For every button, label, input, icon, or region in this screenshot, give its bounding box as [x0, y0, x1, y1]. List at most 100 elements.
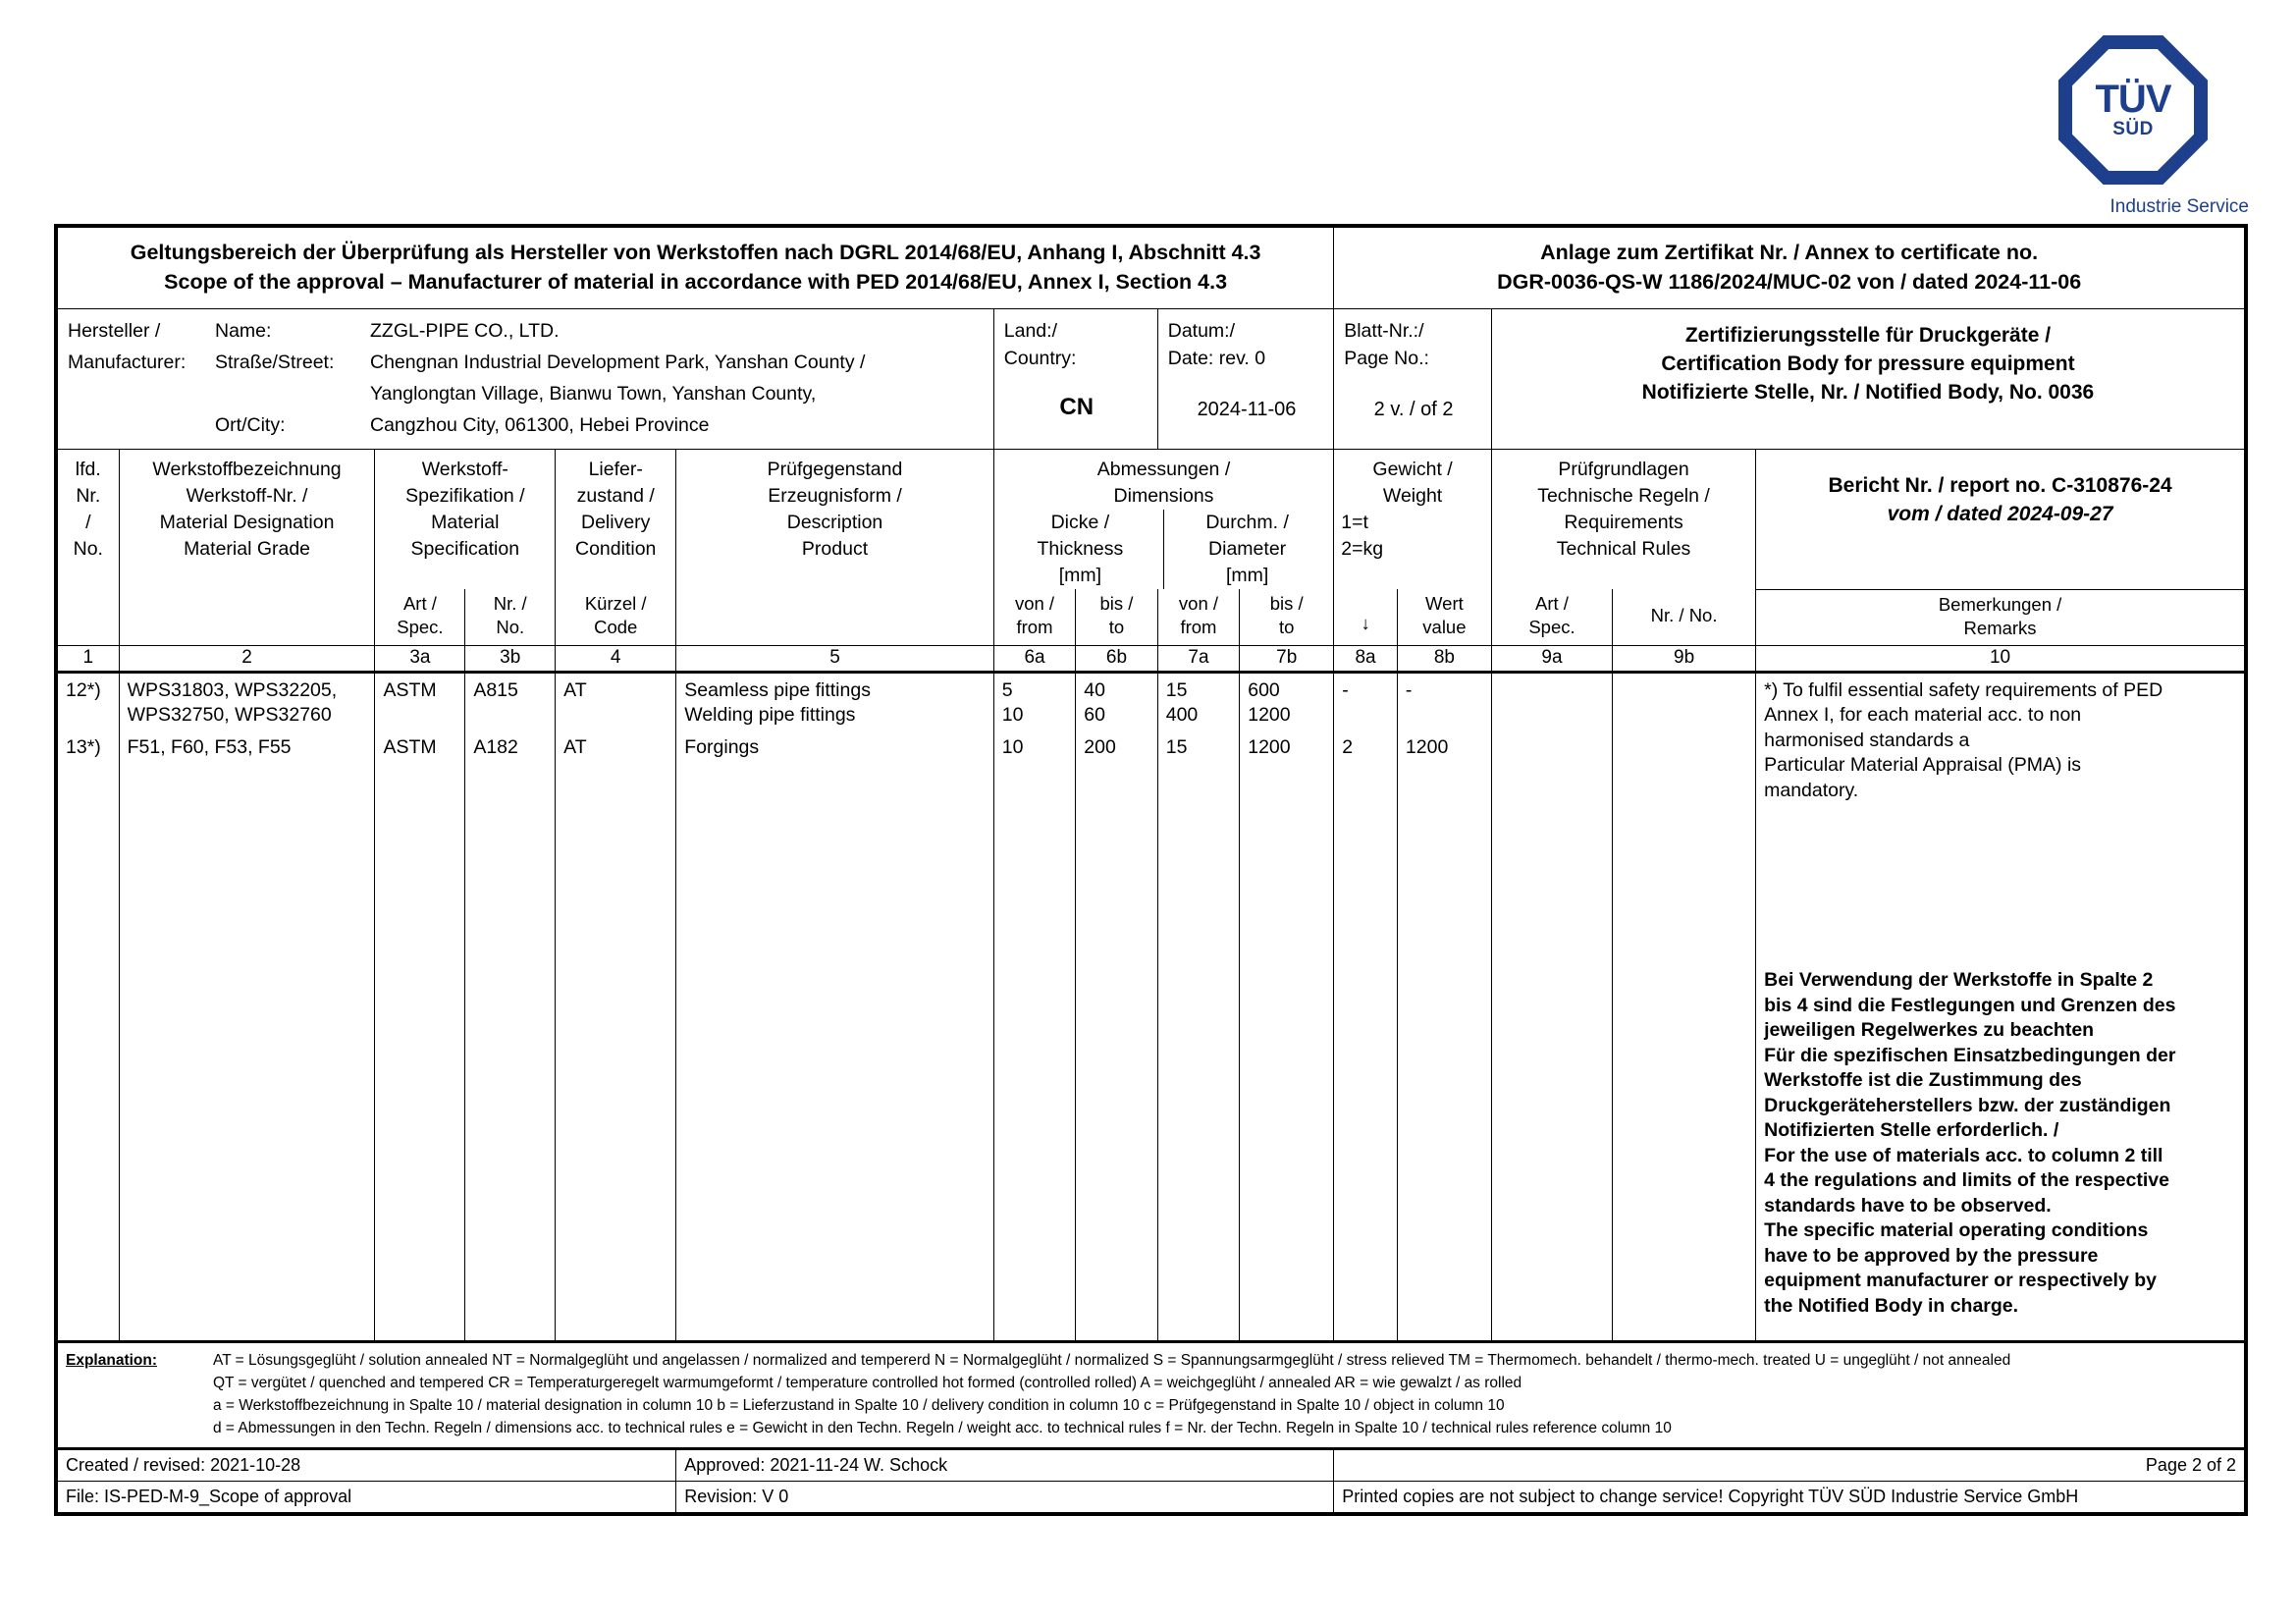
- footer-file: File: IS-PED-M-9_Scope of approval: [56, 1480, 677, 1513]
- col3b-line-1: Nr. /: [493, 593, 527, 614]
- remark-b-13: equipment manufacturer or respectively b…: [1764, 1270, 2157, 1291]
- row1-product-line-1: Seamless pipe fittings: [684, 678, 871, 701]
- country-cell: Land:/ Country: CN: [992, 308, 1158, 450]
- col2-line-4: Material Grade: [184, 538, 311, 560]
- manufacturer-street-value-2: Yanglongtan Village, Bianwu Town, Yansha…: [370, 383, 817, 405]
- col4-sub: Kürzel / Code: [555, 589, 677, 646]
- remark-fn-1: *) To fulfil essential safety requiremen…: [1764, 678, 2163, 701]
- title-band: Geltungsbereich der Überprüfung als Hers…: [56, 227, 2245, 309]
- remark-b-4: Für die spezifischen Einsatzbedingungen …: [1764, 1044, 2176, 1066]
- col4-sub-line-1: Kürzel /: [584, 593, 647, 614]
- col8a-arrow: ↓: [1361, 613, 1370, 633]
- row1-dia-from-1: 15: [1165, 678, 1188, 701]
- explanation-line-3: a = Werkstoffbezeichnung in Spalte 10 / …: [213, 1396, 1505, 1414]
- explanation-row: Explanation: AT = Lösungsgeglüht / solut…: [57, 1339, 2245, 1449]
- row1-dia-from: 15 400: [1156, 671, 1241, 731]
- explanation-line-2: QT = vergütet / quenched and tempered CR…: [213, 1374, 1522, 1391]
- manufacturer-city-label: Ort/City:: [215, 414, 286, 436]
- colnum-7a: 7a: [1156, 644, 1241, 674]
- col3a-line-1: Art /: [402, 593, 437, 614]
- weight-unit-1: 1=t: [1341, 512, 1368, 533]
- filler-3a: [374, 762, 466, 1342]
- col2-line-2: Werkstoff-Nr. /: [186, 485, 308, 507]
- row1-material-line-1: WPS31803, WPS32205,: [127, 678, 338, 701]
- col2-line-3: Material Designation: [159, 512, 335, 533]
- col7a-sub: von / from: [1156, 589, 1241, 646]
- filler-9a: [1490, 762, 1614, 1342]
- remark-b-8: For the use of materials acc. to column …: [1764, 1144, 2163, 1166]
- remark-fn-3: harmonised standards a: [1764, 729, 1970, 751]
- filler-5: [675, 762, 994, 1342]
- row1-weight-unit: -: [1333, 671, 1398, 731]
- filler-8a: [1333, 762, 1398, 1342]
- rules-line-4: Technical Rules: [1556, 538, 1691, 560]
- row1-thick-to: 40 60: [1075, 671, 1158, 731]
- col3b-line-2: No.: [496, 617, 525, 637]
- col9-header: Prüfgrundlagen Technische Regeln / Requi…: [1490, 449, 1757, 589]
- footer-revision: Revision: V 0: [675, 1480, 1335, 1513]
- row2-weight-value: 1200: [1396, 730, 1492, 762]
- filler-6a: [992, 762, 1077, 1342]
- column-header-sub: Art / Spec. Nr. / No. Kürzel / Code von …: [58, 588, 2245, 646]
- col6b-line-2: to: [1108, 617, 1125, 637]
- page-label-de: Blatt-Nr.:/: [1344, 320, 1424, 342]
- row1-rules-spec: [1490, 671, 1614, 731]
- filler-3b: [464, 762, 557, 1342]
- date-label-de: Datum:/: [1167, 320, 1236, 342]
- filler-2: [118, 762, 376, 1342]
- row1-thick-to-1: 40: [1084, 678, 1105, 701]
- explanation-line-1: AT = Lösungsgeglüht / solution annealed …: [213, 1351, 2011, 1369]
- filler-7b: [1239, 762, 1335, 1342]
- col2-line-1: Werkstoffbezeichnung: [152, 459, 342, 480]
- report-number: Bericht Nr. / report no. C-310876-24: [1828, 474, 2172, 497]
- date-cell: Datum:/ Date: rev. 0 2024-11-06: [1156, 308, 1335, 450]
- col9a-line-1: Art /: [1535, 593, 1569, 614]
- row2-dia-to: 1200: [1239, 730, 1335, 762]
- logo-tuv-text: TÜV: [2095, 78, 2172, 121]
- col6b-line-1: bis /: [1099, 593, 1134, 614]
- remarks-cell: *) To fulfil essential safety requiremen…: [1755, 671, 2245, 1341]
- footer-created: Created / revised: 2021-10-28: [56, 1446, 677, 1482]
- row2-spec-no: A182: [464, 730, 557, 762]
- remark-b-2: bis 4 sind die Festlegungen und Grenzen …: [1764, 994, 2176, 1016]
- col6a-line-1: von /: [1014, 593, 1055, 614]
- col1-line-2: /: [85, 512, 91, 533]
- remark-b-10: standards have to be observed.: [1764, 1194, 2052, 1217]
- row2-dia-from: 15: [1156, 730, 1241, 762]
- row1-spec-no: A815: [464, 671, 557, 731]
- certificate-sheet: Geltungsbereich der Überprüfung als Hers…: [54, 224, 2248, 1516]
- colnum-9a: 9a: [1490, 644, 1614, 674]
- row2-thick-to: 200: [1075, 730, 1158, 762]
- manufacturer-block: Hersteller / Name: ZZGL-PIPE CO., LTD. M…: [57, 308, 994, 450]
- weight-unit-2: 2=kg: [1341, 538, 1384, 560]
- colnum-5: 5: [675, 644, 994, 674]
- row2-product: Forgings: [675, 730, 994, 762]
- table-row: 13*) F51, F60, F53, F55 ASTM A182 AT For…: [57, 730, 2245, 762]
- weight-line-2: Weight: [1382, 485, 1443, 507]
- rules-line-1: Prüfgrundlagen: [1558, 459, 1689, 480]
- col8-header: Gewicht / Weight 1=t 2=kg: [1333, 449, 1492, 589]
- dimensions-line-2: Dimensions: [1113, 485, 1214, 507]
- colnum-3b: 3b: [464, 644, 557, 674]
- filler-7a: [1156, 762, 1241, 1342]
- col10-line-1: Bemerkungen /: [1938, 593, 2062, 615]
- page-label-en: Page No.:: [1344, 348, 1429, 369]
- manufacturer-label-en: Manufacturer:: [68, 352, 187, 373]
- column-number-row: 1 2 3a 3b 4 5 6a 6b 7a 7b 8a 8b 9a 9b 10: [57, 644, 2245, 674]
- tuv-sud-logo: TÜV SÜD Industrie Service: [2015, 35, 2251, 218]
- colnum-8a: 8a: [1333, 644, 1398, 674]
- remark-b-12: have to be approved by the pressure: [1764, 1244, 2099, 1267]
- dimensions-line-1: Abmessungen /: [1096, 459, 1231, 480]
- report-cell: Bericht Nr. / report no. C-310876-24 vom…: [1755, 449, 2245, 590]
- remark-fn-5: mandatory.: [1764, 779, 1859, 801]
- colnum-6b: 6b: [1075, 644, 1158, 674]
- diameter-line-1: Durchm. /: [1205, 512, 1289, 533]
- col1-line-1: lfd. Nr.: [75, 459, 101, 507]
- col6a-line-2: from: [1016, 617, 1053, 637]
- row1-weight-value: -: [1396, 671, 1492, 731]
- col4-header: Liefer- zustand / Delivery Condition: [555, 449, 677, 589]
- thickness-subgroup: Dicke / Thickness [mm]: [996, 510, 1164, 589]
- col7b-line-2: to: [1279, 617, 1295, 637]
- col1-header: lfd. Nr. / No.: [57, 449, 120, 645]
- row1-dia-to: 600 1200: [1239, 671, 1335, 731]
